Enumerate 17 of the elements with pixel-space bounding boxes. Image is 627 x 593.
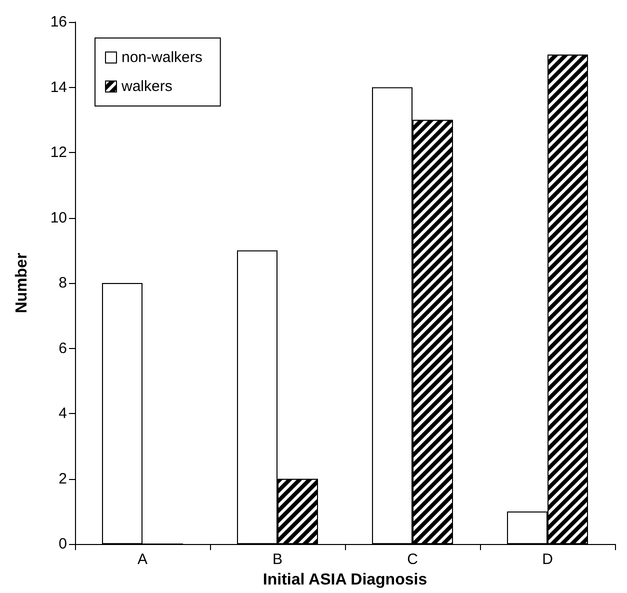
x-tick-label: D <box>542 551 554 568</box>
y-tick-label: 16 <box>50 14 67 30</box>
y-tick-label: 10 <box>50 209 67 226</box>
y-axis-title: Number <box>14 252 30 314</box>
y-tick-label: 6 <box>58 340 67 357</box>
x-tick-label: A <box>137 551 148 568</box>
x-tick-label: B <box>272 551 283 568</box>
y-tick-label: 0 <box>58 536 67 553</box>
legend-label: non-walkers <box>122 49 202 66</box>
y-tick-label: 8 <box>58 274 67 292</box>
legend-label: walkers <box>120 78 172 95</box>
x-axis-title: Initial ASIA Diagnosis <box>262 572 428 588</box>
y-tick-label: 12 <box>50 144 67 162</box>
y-tick-label: 2 <box>58 470 67 488</box>
y-tick-label: 4 <box>58 405 67 422</box>
y-tick-label: 14 <box>50 78 67 96</box>
x-tick-label: C <box>407 551 418 568</box>
